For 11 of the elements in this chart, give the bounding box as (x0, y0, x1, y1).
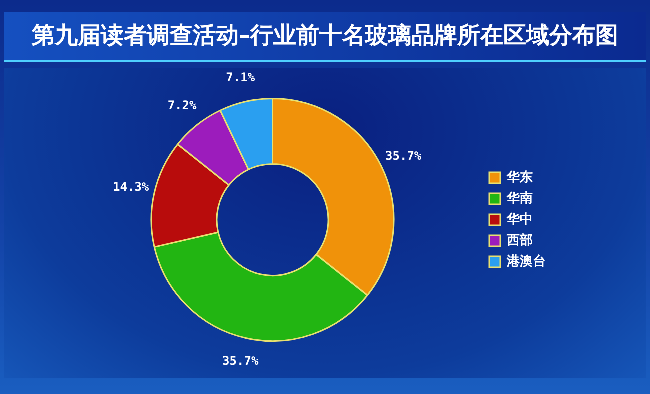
data-label: 7.1% (226, 70, 256, 84)
legend-label: 港澳台 (506, 253, 546, 270)
data-label: 35.7% (386, 149, 422, 164)
data-label: 7.2% (168, 98, 198, 112)
chart-title: 第九届读者调查活动–行业前十名玻璃品牌所在区域分布图 (4, 12, 646, 62)
legend-label: 华南 (506, 191, 533, 206)
data-label: 14.3% (113, 180, 150, 194)
legend-label: 华东 (506, 169, 533, 186)
legend-label: 华中 (506, 212, 533, 228)
legend-label: 西部 (506, 232, 533, 248)
data-label: 35.7% (222, 354, 260, 368)
